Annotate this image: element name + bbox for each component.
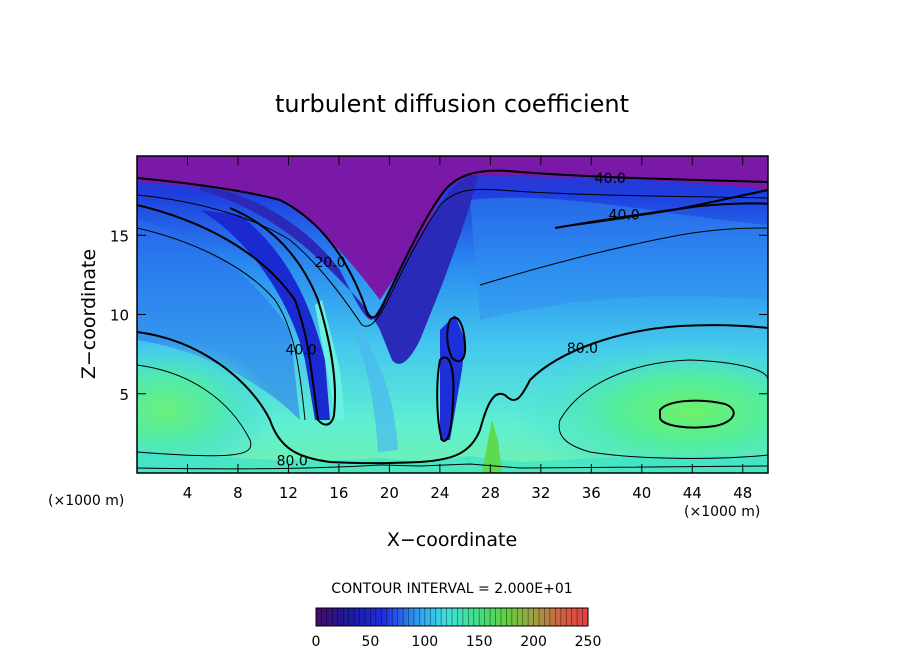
x-tick-label: 20: [380, 484, 399, 502]
colorbar-tick-label: 150: [466, 634, 493, 650]
y-tick-label: 10: [110, 307, 129, 325]
upper-layer-fill: [137, 156, 768, 300]
x-axis-label: X−coordinate: [387, 529, 517, 551]
x-tick-label: 44: [683, 484, 702, 502]
contour-line-right-core: [558, 359, 768, 459]
colorbar-tick-label: 100: [411, 634, 438, 650]
y-tick-label: 15: [110, 227, 129, 245]
dark-plume-left: [200, 210, 330, 420]
chart-title: turbulent diffusion coefficient: [275, 90, 629, 118]
x-unit-label-left: (×1000 m): [48, 493, 124, 509]
contour-line-left-plume-inner: [137, 227, 306, 421]
contour-label: 80.0: [567, 341, 598, 357]
contour-interval-text: CONTOUR INTERVAL = 2.000E+01: [331, 581, 572, 597]
mid-band-right: [470, 197, 768, 320]
contour-line-mid-cell: [446, 316, 467, 363]
cyan-streak: [315, 300, 345, 420]
x-tick-label: 36: [582, 484, 601, 502]
contour-line-left-plume-outer: [137, 204, 337, 426]
x-tick-label: 8: [233, 484, 243, 502]
y-tick-label: 5: [119, 386, 129, 404]
x-tick-label: 48: [733, 484, 752, 502]
y-axis-ticks: 5 10 15: [110, 227, 768, 404]
contour-line-80-inner: [137, 364, 252, 457]
cyan-column: [355, 330, 398, 452]
x-tick-label: 32: [531, 484, 550, 502]
contour-label: 80.0: [277, 453, 308, 469]
colorbar-tick-label: 50: [361, 634, 379, 650]
contour-line-100-right: [659, 399, 735, 429]
contour-label: 40.0: [595, 171, 626, 187]
contour-label: 40.0: [285, 342, 316, 358]
contour-line-upper-thin: [137, 188, 768, 327]
contour-labels: 40.0 40.0 20.0 40.0 80.0 80.0: [277, 171, 640, 469]
x-tick-label: 40: [632, 484, 651, 502]
x-axis-ticks: 4 8 12 16 20 24 28 32 36 40 44 48: [183, 156, 752, 502]
plot-area: [137, 156, 768, 473]
x-tick-label: 4: [183, 484, 193, 502]
right-core-fill: [515, 337, 768, 473]
colorbar-stripes: [315, 608, 589, 626]
colorbar-tick-label: 250: [575, 634, 602, 650]
colorbar-tick-label: 200: [520, 634, 547, 650]
x-tick-label: 16: [329, 484, 348, 502]
contour-lines: [137, 169, 768, 470]
mid-band-left: [137, 220, 300, 420]
x-tick-label: 24: [430, 484, 449, 502]
contour-line-80-main: [137, 324, 768, 465]
x-tick-label: 12: [279, 484, 298, 502]
v-depression-fill: [200, 175, 478, 364]
y-axis-label: Z−coordinate: [78, 249, 100, 379]
x-unit-label-right: (×1000 m): [684, 504, 760, 520]
contour-line-upper-thick: [137, 169, 768, 319]
colorbar-ticks: 0 50 100 150 200 250: [312, 634, 602, 650]
contour-label: 20.0: [315, 255, 346, 271]
contour-label: 40.0: [609, 208, 640, 224]
surface-plume-right: [482, 420, 502, 473]
contour-line-surface: [137, 463, 768, 470]
x-tick-label: 28: [481, 484, 500, 502]
contour-line-lower-cell: [436, 356, 455, 442]
contour-line-right-band-lower: [479, 227, 768, 286]
contour-line-right-band-upper: [554, 189, 768, 229]
colorbar-tick-label: 0: [312, 634, 321, 650]
